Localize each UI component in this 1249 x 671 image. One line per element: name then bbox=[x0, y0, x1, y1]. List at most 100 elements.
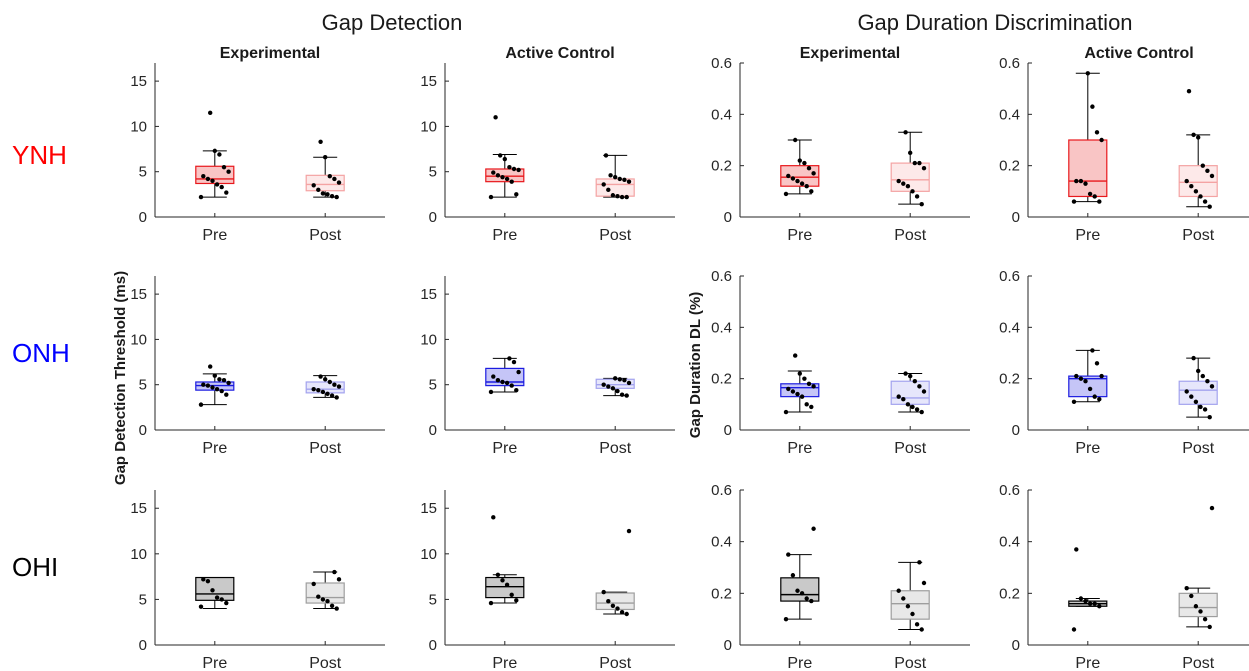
data-point-post bbox=[910, 611, 915, 617]
box-post bbox=[1178, 380, 1218, 405]
data-point-pre bbox=[514, 387, 519, 393]
data-point-post bbox=[316, 594, 321, 599]
data-point-pre bbox=[1078, 596, 1084, 601]
data-point-post bbox=[617, 176, 622, 182]
data-point-post bbox=[320, 597, 326, 602]
data-point-pre bbox=[795, 391, 800, 397]
data-point-post bbox=[1189, 593, 1194, 599]
data-point-post bbox=[619, 609, 625, 615]
box-post bbox=[890, 590, 930, 620]
data-point-pre bbox=[809, 404, 814, 410]
data-point-pre bbox=[488, 600, 494, 606]
data-point-post bbox=[921, 389, 927, 394]
data-point-pre bbox=[1097, 199, 1102, 204]
y-tick-label: 0 bbox=[429, 637, 437, 654]
x-tick-label-post: Post bbox=[894, 440, 927, 457]
data-point-post bbox=[624, 393, 629, 398]
data-point-pre bbox=[495, 572, 501, 577]
data-point-pre bbox=[214, 595, 220, 600]
data-point-post bbox=[1205, 168, 1210, 173]
data-point-post bbox=[318, 374, 323, 379]
y-tick-label: 15 bbox=[420, 286, 437, 303]
y-tick-label: 0.2 bbox=[999, 158, 1020, 175]
y-tick-label: 10 bbox=[420, 118, 437, 135]
data-point-post bbox=[615, 388, 620, 394]
x-tick-label-pre: Pre bbox=[787, 655, 812, 671]
data-point-pre bbox=[221, 377, 227, 383]
data-point-post bbox=[912, 379, 917, 384]
data-point-post bbox=[896, 394, 901, 399]
data-point-pre bbox=[1094, 361, 1100, 366]
data-point-post bbox=[615, 606, 620, 611]
data-point-post bbox=[1191, 355, 1196, 361]
y-tick-label: 0 bbox=[139, 637, 147, 654]
data-point-post bbox=[334, 395, 339, 400]
data-point-pre bbox=[208, 364, 213, 369]
x-tick-label-post: Post bbox=[309, 440, 342, 457]
x-tick-label-pre: Pre bbox=[787, 440, 812, 457]
panel-ynh-active-control-detection: 0 5 10 15 Pre Post bbox=[420, 63, 675, 244]
panel-ynh-experimental-duration: 0 0.2 0.4 0.6 Pre Post bbox=[711, 55, 970, 244]
data-point-post bbox=[903, 130, 908, 135]
data-point-pre bbox=[198, 604, 204, 609]
data-point-pre bbox=[1087, 601, 1093, 606]
data-point-pre bbox=[514, 598, 519, 603]
data-point-pre bbox=[1074, 373, 1079, 379]
x-tick-label-pre: Pre bbox=[1075, 227, 1100, 244]
data-point-post bbox=[626, 528, 632, 534]
data-point-pre bbox=[802, 160, 807, 166]
data-point-post bbox=[606, 384, 611, 389]
data-point-pre bbox=[806, 166, 812, 171]
x-tick-label-post: Post bbox=[599, 227, 632, 244]
data-point-post bbox=[329, 393, 335, 398]
data-point-pre bbox=[795, 588, 800, 593]
data-point-pre bbox=[504, 380, 510, 386]
data-point-post bbox=[1189, 394, 1194, 399]
data-point-pre bbox=[1078, 178, 1084, 184]
data-point-post bbox=[1184, 585, 1189, 591]
data-point-post bbox=[896, 178, 901, 184]
data-point-post bbox=[1184, 178, 1189, 184]
panel-onh-active-control-duration: 0 0.2 0.4 0.6 Pre Post bbox=[999, 268, 1249, 457]
data-point-post bbox=[327, 379, 332, 385]
data-point-post bbox=[323, 155, 328, 160]
data-point-post bbox=[903, 371, 908, 376]
row-label-onh: ONH bbox=[12, 338, 70, 368]
data-point-pre bbox=[498, 153, 503, 158]
panel-onh-experimental-detection: 0 5 10 15 Pre Post bbox=[130, 276, 385, 457]
data-point-post bbox=[603, 153, 609, 158]
box-post bbox=[1178, 592, 1218, 618]
y-tick-label: 0.6 bbox=[999, 268, 1020, 285]
data-point-post bbox=[1207, 414, 1212, 420]
box-pre bbox=[485, 576, 525, 599]
y-tick-label: 15 bbox=[420, 500, 437, 517]
x-tick-label-pre: Pre bbox=[202, 655, 227, 671]
panel-ohi-experimental-duration: 0 0.2 0.4 0.6 Pre Post bbox=[711, 482, 970, 671]
x-tick-label-post: Post bbox=[1182, 227, 1215, 244]
y-tick-label: 0.2 bbox=[711, 158, 732, 175]
y-tick-label: 0.4 bbox=[999, 534, 1020, 551]
data-point-post bbox=[325, 192, 330, 197]
y-tick-label: 5 bbox=[429, 164, 437, 181]
data-point-post bbox=[323, 377, 328, 382]
data-point-pre bbox=[214, 387, 220, 392]
data-point-pre bbox=[1092, 394, 1097, 399]
data-point-post bbox=[1196, 368, 1201, 374]
data-point-pre bbox=[514, 192, 519, 197]
data-point-post bbox=[908, 150, 913, 156]
column-title-active-control-duration: Active Control bbox=[1084, 45, 1193, 62]
data-point-post bbox=[1198, 404, 1203, 410]
data-point-post bbox=[901, 397, 906, 402]
data-point-post bbox=[910, 404, 915, 410]
y-tick-label: 5 bbox=[139, 164, 147, 181]
data-point-pre bbox=[799, 394, 805, 399]
data-point-pre bbox=[1071, 399, 1077, 404]
data-point-post bbox=[1189, 184, 1194, 189]
data-point-post bbox=[325, 391, 330, 396]
data-point-post bbox=[905, 402, 911, 407]
data-point-post bbox=[896, 588, 901, 593]
data-point-post bbox=[311, 387, 316, 392]
data-point-post bbox=[1193, 399, 1199, 404]
data-point-pre bbox=[809, 598, 814, 604]
data-point-pre bbox=[802, 376, 807, 381]
